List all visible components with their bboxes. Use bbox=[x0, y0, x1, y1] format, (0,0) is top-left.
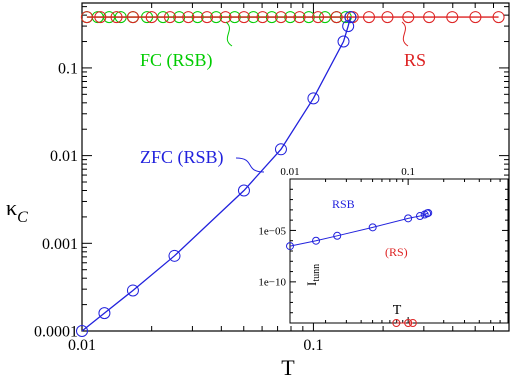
y-tick-label: 0.0001 bbox=[34, 324, 78, 341]
main-y-axis-label-subscript: C bbox=[17, 209, 28, 226]
main-rs-point bbox=[469, 11, 482, 24]
main-rs-point bbox=[237, 11, 250, 24]
fc-rsb-label: FC (RSB) bbox=[140, 50, 213, 71]
y-tick-label: 0.001 bbox=[42, 236, 78, 253]
main-y-axis-label-symbol: κ bbox=[6, 195, 17, 220]
fc-rsb-leader-line bbox=[225, 21, 233, 47]
main-zfc-rsb-point bbox=[344, 11, 357, 24]
main-rs-point bbox=[293, 11, 306, 24]
main-annotation-group: FC (RSB) RS ZFC (RSB) bbox=[140, 21, 426, 173]
main-rs-point bbox=[423, 11, 436, 24]
main-rs-point bbox=[110, 11, 123, 24]
x-tick-label: 0.01 bbox=[68, 337, 96, 354]
main-rs-point bbox=[219, 11, 232, 24]
inset-rsb-point bbox=[415, 212, 424, 221]
main-plot-frame bbox=[81, 2, 510, 332]
rs-label: RS bbox=[404, 50, 426, 70]
main-rs-point bbox=[182, 11, 195, 24]
inset-rsb-line bbox=[289, 212, 429, 247]
inset-rsb-label: RSB bbox=[332, 197, 355, 211]
inset-rsb-point bbox=[368, 223, 377, 232]
main-zfc-rsb-point bbox=[76, 325, 88, 337]
main-y-axis-label: κC bbox=[6, 195, 28, 226]
zfc-rsb-leader-line bbox=[235, 157, 265, 173]
inset-rsb-point bbox=[404, 214, 413, 223]
inset-x-axis-label: T bbox=[393, 303, 402, 318]
main-zfc-rsb-point bbox=[237, 184, 250, 197]
y-tick-label: 0.1 bbox=[58, 61, 78, 78]
main-rs-point bbox=[446, 11, 459, 24]
main-plot: 0.01 0.1 0.0001 0.001 0.01 0.1 FC (RSB) RS ZF… bbox=[6, 2, 510, 379]
x-tick-label: 0.01 bbox=[280, 166, 299, 178]
x-tick-label: 0.1 bbox=[401, 166, 415, 178]
inset-rsb-point bbox=[312, 236, 321, 245]
y-tick-label: 1e−05 bbox=[258, 225, 286, 237]
main-rs-point bbox=[201, 11, 214, 24]
main-zfc-rsb-point bbox=[98, 307, 111, 320]
main-zfc-rsb-point bbox=[168, 249, 181, 262]
inset-rs-point bbox=[404, 319, 413, 327]
main-rs-point bbox=[145, 11, 158, 24]
inset-rsb-point bbox=[286, 242, 294, 251]
main-x-axis-label: T bbox=[281, 355, 295, 379]
main-zfc-rsb-line bbox=[81, 16, 352, 332]
inset-axis-ticks: 0.01 0.1 1e−05 1e−10 bbox=[258, 166, 509, 324]
x-tick-label: 0.1 bbox=[303, 337, 323, 354]
main-axis-ticks: 0.01 0.1 0.0001 0.001 0.01 0.1 bbox=[34, 3, 510, 354]
main-zfc-rsb-point bbox=[126, 284, 139, 297]
main-rs-point bbox=[94, 11, 107, 24]
inset-rs-point bbox=[392, 319, 401, 327]
zfc-rsb-label: ZFC (RSB) bbox=[140, 147, 224, 168]
main-rs-point bbox=[80, 11, 93, 24]
inset-plot: 0.01 0.1 1e−05 1e−10 RSB (RS) T Itunn bbox=[258, 166, 509, 327]
inset-rs-point bbox=[408, 319, 417, 327]
main-zfc-rsb-point bbox=[307, 92, 320, 105]
main-rs-point bbox=[402, 11, 415, 24]
main-rs-point bbox=[492, 11, 505, 24]
inset-y-axis-label: Itunn bbox=[304, 264, 322, 286]
inset-y-axis-label-symbol: I bbox=[304, 282, 319, 286]
inset-rs-label: (RS) bbox=[385, 245, 408, 259]
main-rs-point bbox=[256, 11, 269, 24]
main-rs-point bbox=[330, 11, 343, 24]
main-rs-point bbox=[312, 11, 325, 24]
y-tick-label: 1e−10 bbox=[258, 277, 286, 289]
main-zfc-rsb-point bbox=[274, 143, 287, 156]
inset-rsb-point bbox=[333, 231, 342, 240]
inset-plot-background bbox=[290, 179, 508, 323]
main-zfc-rsb-point bbox=[342, 20, 355, 33]
y-tick-label: 0.01 bbox=[50, 148, 78, 165]
main-rs-point bbox=[163, 11, 176, 24]
inset-y-axis-label-subscript: tunn bbox=[311, 264, 322, 282]
main-rs-point bbox=[381, 11, 394, 24]
inset-series-group bbox=[286, 208, 433, 327]
main-rs-point bbox=[274, 11, 287, 24]
main-series-group bbox=[76, 11, 505, 337]
main-rs-point bbox=[362, 11, 375, 24]
main-rs-point bbox=[126, 11, 139, 24]
inset-rsb-point bbox=[424, 208, 433, 217]
main-zfc-rsb-point bbox=[337, 35, 350, 48]
rs-leader-line bbox=[401, 21, 409, 47]
